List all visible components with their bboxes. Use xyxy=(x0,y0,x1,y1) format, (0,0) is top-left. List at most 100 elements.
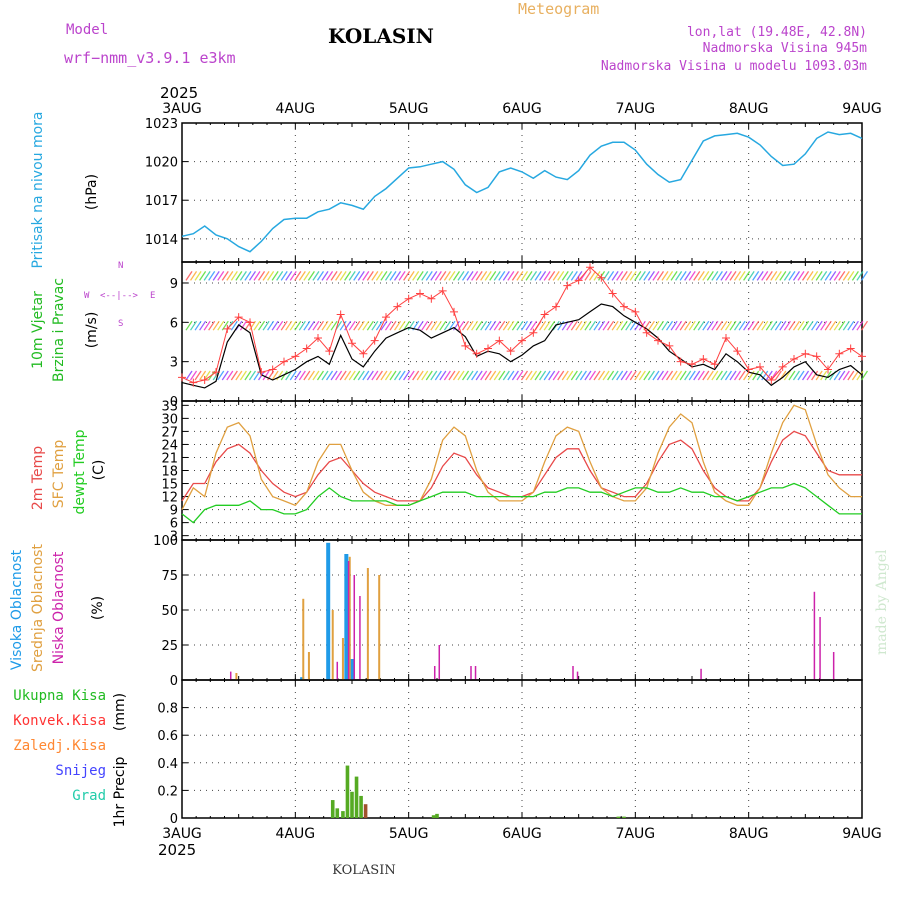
bottom-date-label: 4AUG xyxy=(276,826,316,842)
y-tick-label: 9 xyxy=(170,277,178,292)
wind-barb xyxy=(484,370,492,381)
wind-barb xyxy=(289,320,297,331)
wind-barb xyxy=(756,270,764,281)
mid-cloud-bar xyxy=(348,556,351,680)
wind-barb xyxy=(502,270,510,281)
wind-barb xyxy=(752,270,760,281)
wind-barb xyxy=(448,270,456,281)
wind-barb xyxy=(502,320,510,331)
wind-barb xyxy=(389,320,397,331)
wind-barb xyxy=(570,320,578,331)
wind-barb xyxy=(475,270,483,281)
y-tick-label: 0 xyxy=(170,395,178,410)
wind-barb xyxy=(425,270,433,281)
wind-barb xyxy=(294,270,302,281)
wind-barb xyxy=(688,270,696,281)
wind-barb xyxy=(362,320,370,331)
precip-bar xyxy=(435,813,439,818)
wind-barb xyxy=(185,270,193,281)
bottom-date-label: 8AUG xyxy=(729,826,769,842)
wind-barb xyxy=(307,320,315,331)
wind-barb xyxy=(511,370,519,381)
wind-barb xyxy=(570,370,578,381)
wind-barb xyxy=(471,270,479,281)
gust-marker xyxy=(586,263,594,272)
wind-barb xyxy=(439,270,447,281)
wind-barb xyxy=(434,370,442,381)
gust-marker xyxy=(472,349,481,358)
wind-barb xyxy=(353,270,361,281)
wind-barb xyxy=(389,370,397,381)
wind-barb xyxy=(493,370,501,381)
temp-sfc-label: SFC Temp xyxy=(51,440,67,509)
wind-barb xyxy=(824,320,832,331)
mid-cloud-bar xyxy=(235,673,238,680)
compass-n: N xyxy=(118,261,123,271)
gust-marker xyxy=(370,336,379,345)
wind-barb xyxy=(801,320,810,331)
gust-marker xyxy=(393,302,402,311)
wind-barb xyxy=(484,320,492,331)
wind-barb xyxy=(588,320,597,331)
wind-barb xyxy=(588,370,597,381)
wind-barb xyxy=(516,370,524,381)
wind-barb xyxy=(670,370,678,381)
wind-barb xyxy=(566,270,574,281)
wind-barb xyxy=(393,320,402,331)
gust-marker xyxy=(416,289,424,298)
wind-barb xyxy=(294,370,302,381)
wind-barb xyxy=(471,370,479,381)
wind-barb xyxy=(434,270,442,281)
wind-barb xyxy=(330,270,338,281)
wind-barb xyxy=(380,270,388,281)
wind-barb xyxy=(774,320,782,331)
wind-barb xyxy=(398,370,406,381)
wind-barb xyxy=(552,270,560,281)
wind-barb xyxy=(539,270,547,281)
y-tick-label: 0.4 xyxy=(157,757,178,772)
wind-barb xyxy=(303,270,311,281)
wind-barb xyxy=(416,320,424,331)
wind-barb xyxy=(634,370,642,381)
wind-barb xyxy=(588,270,597,281)
y-tick-label: 50 xyxy=(161,604,178,619)
wind-barb xyxy=(489,370,497,381)
wind-barb xyxy=(335,370,343,381)
wind-barb xyxy=(525,320,533,331)
low-cloud-bar xyxy=(359,596,361,680)
wind-barb xyxy=(747,320,755,331)
credit-label: made by Angel xyxy=(874,549,890,655)
top-date-label: 3AUG xyxy=(162,101,202,117)
wind-barb xyxy=(738,370,746,381)
wind-barb xyxy=(230,270,238,281)
mid-cloud-bar xyxy=(331,610,334,680)
wind-barb xyxy=(851,370,859,381)
wind-barb xyxy=(489,270,497,281)
wind-barb xyxy=(625,320,633,331)
wind-barb xyxy=(520,370,529,381)
wind-barb xyxy=(679,320,687,331)
wind-barb xyxy=(616,270,624,281)
wind-barb xyxy=(756,320,764,331)
mid-cloud-bar xyxy=(302,598,305,680)
wind-barb xyxy=(407,370,415,381)
wind-barb xyxy=(620,270,628,281)
compass-w: W xyxy=(84,291,90,301)
wind-barb xyxy=(561,270,569,281)
wind-barb xyxy=(403,270,411,281)
wind-barb xyxy=(421,270,429,281)
gust-marker xyxy=(790,355,798,364)
wind-barb xyxy=(466,320,474,331)
wind-barb xyxy=(720,370,728,381)
wind-barb xyxy=(761,370,769,381)
gust-marker xyxy=(574,276,583,285)
wind-barb xyxy=(452,370,461,381)
wind-barb xyxy=(285,370,293,381)
wind-barb xyxy=(312,320,320,331)
wind-barb xyxy=(629,270,637,281)
y-tick-label: 0.2 xyxy=(157,784,178,799)
precip-legend: Ukupna Kisa Konvek.Kisa Zaledj.Kisa Snij… xyxy=(13,688,106,804)
wind-barb xyxy=(366,320,374,331)
wind-barb xyxy=(792,270,801,281)
wind-barb xyxy=(688,320,696,331)
